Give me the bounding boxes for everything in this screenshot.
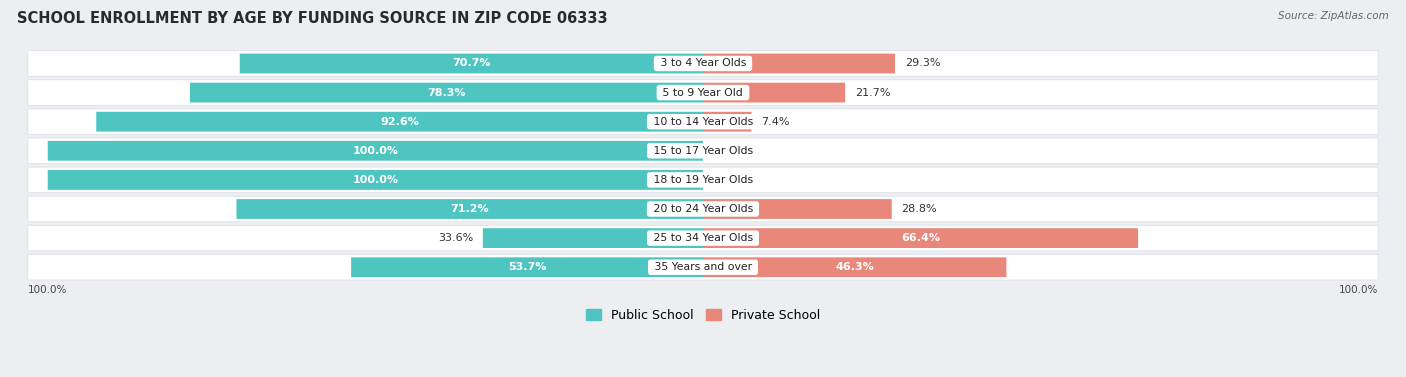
FancyBboxPatch shape xyxy=(703,54,896,74)
FancyBboxPatch shape xyxy=(703,228,1137,248)
FancyBboxPatch shape xyxy=(96,112,703,132)
Text: 100.0%: 100.0% xyxy=(353,146,398,156)
FancyBboxPatch shape xyxy=(703,83,845,103)
Text: SCHOOL ENROLLMENT BY AGE BY FUNDING SOURCE IN ZIP CODE 06333: SCHOOL ENROLLMENT BY AGE BY FUNDING SOUR… xyxy=(17,11,607,26)
FancyBboxPatch shape xyxy=(48,141,703,161)
Text: 28.8%: 28.8% xyxy=(901,204,938,214)
FancyBboxPatch shape xyxy=(28,51,1378,76)
FancyBboxPatch shape xyxy=(28,80,1378,106)
Text: 5 to 9 Year Old: 5 to 9 Year Old xyxy=(659,87,747,98)
FancyBboxPatch shape xyxy=(28,138,1378,164)
FancyBboxPatch shape xyxy=(28,196,1378,222)
FancyBboxPatch shape xyxy=(240,54,703,74)
Text: 53.7%: 53.7% xyxy=(508,262,547,272)
Legend: Public School, Private School: Public School, Private School xyxy=(581,304,825,327)
FancyBboxPatch shape xyxy=(482,228,703,248)
FancyBboxPatch shape xyxy=(352,257,703,277)
Text: 78.3%: 78.3% xyxy=(427,87,465,98)
FancyBboxPatch shape xyxy=(28,167,1378,193)
FancyBboxPatch shape xyxy=(236,199,703,219)
Text: 100.0%: 100.0% xyxy=(1339,285,1378,295)
Text: 3 to 4 Year Olds: 3 to 4 Year Olds xyxy=(657,58,749,69)
Text: 10 to 14 Year Olds: 10 to 14 Year Olds xyxy=(650,117,756,127)
Text: 29.3%: 29.3% xyxy=(905,58,941,69)
FancyBboxPatch shape xyxy=(703,199,891,219)
Text: 100.0%: 100.0% xyxy=(353,175,398,185)
Text: 15 to 17 Year Olds: 15 to 17 Year Olds xyxy=(650,146,756,156)
FancyBboxPatch shape xyxy=(28,254,1378,280)
FancyBboxPatch shape xyxy=(190,83,703,103)
FancyBboxPatch shape xyxy=(703,257,1007,277)
FancyBboxPatch shape xyxy=(48,170,703,190)
FancyBboxPatch shape xyxy=(28,225,1378,251)
Text: 33.6%: 33.6% xyxy=(437,233,472,243)
Text: 7.4%: 7.4% xyxy=(761,117,790,127)
FancyBboxPatch shape xyxy=(28,109,1378,135)
Text: Source: ZipAtlas.com: Source: ZipAtlas.com xyxy=(1278,11,1389,21)
Text: 18 to 19 Year Olds: 18 to 19 Year Olds xyxy=(650,175,756,185)
Text: 92.6%: 92.6% xyxy=(380,117,419,127)
Text: 66.4%: 66.4% xyxy=(901,233,941,243)
Text: 20 to 24 Year Olds: 20 to 24 Year Olds xyxy=(650,204,756,214)
Text: 71.2%: 71.2% xyxy=(450,204,489,214)
Text: 25 to 34 Year Olds: 25 to 34 Year Olds xyxy=(650,233,756,243)
Text: 46.3%: 46.3% xyxy=(835,262,875,272)
Text: 100.0%: 100.0% xyxy=(28,285,67,295)
FancyBboxPatch shape xyxy=(703,112,751,132)
Text: 35 Years and over: 35 Years and over xyxy=(651,262,755,272)
Text: 70.7%: 70.7% xyxy=(453,58,491,69)
Text: 21.7%: 21.7% xyxy=(855,87,890,98)
